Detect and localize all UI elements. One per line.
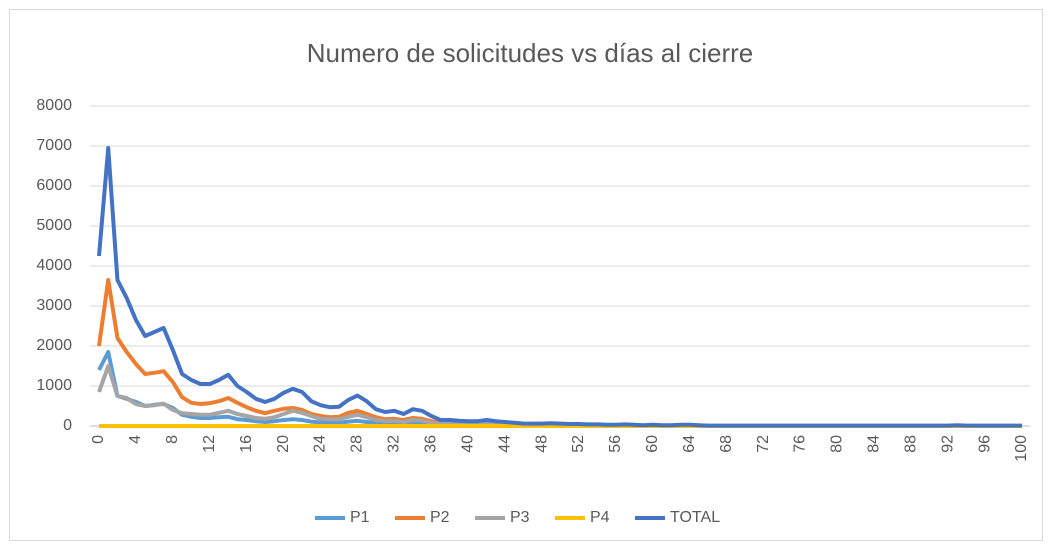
y-tick-label: 0 — [63, 417, 72, 434]
y-tick-label: 2000 — [36, 337, 72, 354]
legend-label: P1 — [350, 509, 370, 526]
x-tick-label: 28 — [349, 435, 366, 453]
x-tick-label: 4 — [127, 435, 144, 444]
x-tick-label: 80 — [829, 435, 846, 453]
x-tick-label: 12 — [201, 435, 218, 453]
y-tick-label: 7000 — [36, 137, 72, 154]
x-tick-label: 92 — [939, 435, 956, 453]
x-tick-label: 84 — [866, 435, 883, 453]
y-tick-label: 5000 — [36, 217, 72, 234]
x-tick-label: 60 — [644, 435, 661, 453]
legend-label: P3 — [510, 509, 530, 526]
x-tick-label: 24 — [312, 435, 329, 453]
y-tick-label: 3000 — [36, 297, 72, 314]
x-tick-label: 64 — [681, 435, 698, 453]
x-tick-label: 0 — [90, 435, 107, 444]
x-tick-label: 56 — [607, 435, 624, 453]
legend-label: P4 — [590, 509, 610, 526]
series-line — [97, 146, 1022, 428]
x-tick-label: 72 — [755, 435, 772, 453]
x-tick-label: 100 — [1013, 435, 1030, 462]
chart-border — [9, 9, 1043, 541]
x-tick-label: 8 — [164, 435, 181, 444]
y-tick-label: 1000 — [36, 377, 72, 394]
x-tick-label: 44 — [496, 435, 513, 453]
x-tick-label: 36 — [422, 435, 439, 453]
x-tick-label: 20 — [275, 435, 292, 453]
x-tick-label: 68 — [718, 435, 735, 453]
x-tick-label: 96 — [976, 435, 993, 453]
x-tick-label: 32 — [386, 435, 403, 453]
y-tick-label: 6000 — [36, 177, 72, 194]
x-tick-label: 52 — [570, 435, 587, 453]
y-tick-label: 8000 — [36, 97, 72, 114]
legend-label: P2 — [430, 509, 450, 526]
legend-label: TOTAL — [670, 509, 720, 526]
x-tick-label: 76 — [792, 435, 809, 453]
chart-title: Numero de solicitudes vs días al cierre — [307, 38, 754, 68]
x-tick-label: 16 — [238, 435, 255, 453]
x-tick-label: 88 — [902, 435, 919, 453]
x-tick-label: 48 — [533, 435, 550, 453]
y-tick-label: 4000 — [36, 257, 72, 274]
x-tick-label: 40 — [459, 435, 476, 453]
